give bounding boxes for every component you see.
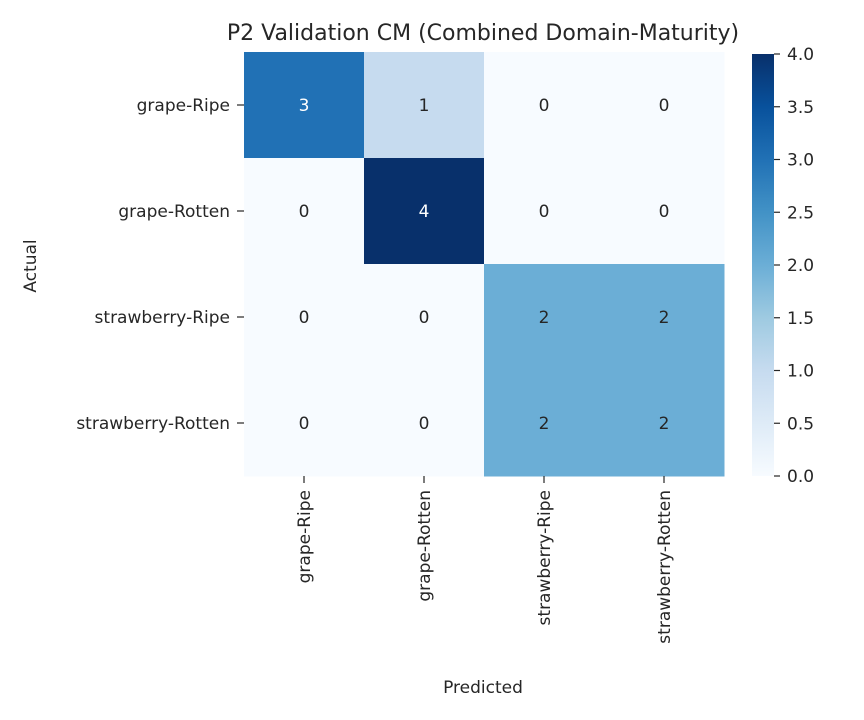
heatmap-cell-r1-c3	[604, 158, 725, 265]
heatmap-cell-r3-c0	[244, 370, 365, 477]
y-tick-label: grape-Ripe	[137, 96, 230, 116]
cell-value-r1-c0: 0	[299, 202, 310, 222]
y-tick-label: strawberry-Ripe	[95, 308, 230, 328]
colorbar-tick-label: 4.0	[787, 45, 814, 65]
colorbar-tick-label: 1.0	[787, 362, 814, 382]
cell-value-r2-c1: 0	[419, 308, 430, 328]
heatmap-cell-r1-c2	[484, 158, 605, 265]
y-axis-ticks: grape-Ripe grape-Rotten strawberry-Ripe str…	[76, 96, 244, 434]
cell-value-r2-c3: 2	[659, 308, 670, 328]
heatmap-cell-labels: 3 1 0 0 0 4 0 0 0 0 2 2 0 0 2 2	[299, 96, 670, 434]
x-tick-label: strawberry-Rotten	[655, 490, 675, 644]
colorbar-tick-label: 3.0	[787, 151, 814, 171]
chart-title: P2 Validation CM (Combined Domain-Maturi…	[227, 21, 739, 46]
colorbar	[752, 54, 774, 476]
heatmap-cell-r0-c0	[244, 52, 365, 159]
cell-value-r2-c0: 0	[299, 308, 310, 328]
cell-value-r1-c1: 4	[419, 202, 430, 222]
cell-value-r2-c2: 2	[539, 308, 550, 328]
heatmap-cell-r3-c3	[604, 370, 725, 477]
x-axis-ticks: grape-Ripe grape-Rotten strawberry-Ripe str…	[295, 476, 675, 644]
x-axis-label: Predicted	[443, 678, 523, 698]
cell-value-r0-c1: 1	[419, 96, 430, 116]
heatmap-cell-r0-c1	[364, 52, 485, 159]
heatmap-cell-r2-c2	[484, 264, 605, 371]
heatmap-cell-r1-c1	[364, 158, 485, 265]
cell-value-r0-c2: 0	[539, 96, 550, 116]
cell-value-r3-c1: 0	[419, 414, 430, 434]
x-tick-label: grape-Ripe	[295, 490, 315, 583]
heatmap-cell-r3-c2	[484, 370, 605, 477]
heatmap-cell-r1-c0	[244, 158, 365, 265]
heatmap-cell-r2-c0	[244, 264, 365, 371]
colorbar-tick-label: 1.5	[787, 309, 814, 329]
colorbar-tick-label: 0.5	[787, 414, 814, 434]
heatmap-cell-r0-c2	[484, 52, 605, 159]
cell-value-r3-c3: 2	[659, 414, 670, 434]
cell-value-r0-c3: 0	[659, 96, 670, 116]
x-tick-label: grape-Rotten	[415, 490, 435, 602]
heatmap-cell-r0-c3	[604, 52, 725, 159]
cell-value-r1-c2: 0	[539, 202, 550, 222]
y-tick-label: grape-Rotten	[118, 202, 230, 222]
colorbar-tick-label: 2.5	[787, 203, 814, 223]
colorbar-ticks: 0.0 0.5 1.0 1.5 2.0 2.5 3.0 3.5 4.0	[774, 45, 814, 487]
heatmap-cell-r2-c1	[364, 264, 485, 371]
cell-value-r3-c0: 0	[299, 414, 310, 434]
heatmap-cells	[244, 52, 725, 477]
y-axis-label: Actual	[21, 239, 41, 292]
heatmap-cell-r2-c3	[604, 264, 725, 371]
colorbar-tick-label: 2.0	[787, 256, 814, 276]
heatmap-cell-r3-c1	[364, 370, 485, 477]
cell-value-r3-c2: 2	[539, 414, 550, 434]
cell-value-r1-c3: 0	[659, 202, 670, 222]
colorbar-tick-label: 0.0	[787, 467, 814, 487]
x-tick-label: strawberry-Ripe	[535, 490, 555, 625]
y-tick-label: strawberry-Rotten	[76, 414, 230, 434]
cell-value-r0-c0: 3	[299, 96, 310, 116]
colorbar-tick-label: 3.5	[787, 98, 814, 118]
